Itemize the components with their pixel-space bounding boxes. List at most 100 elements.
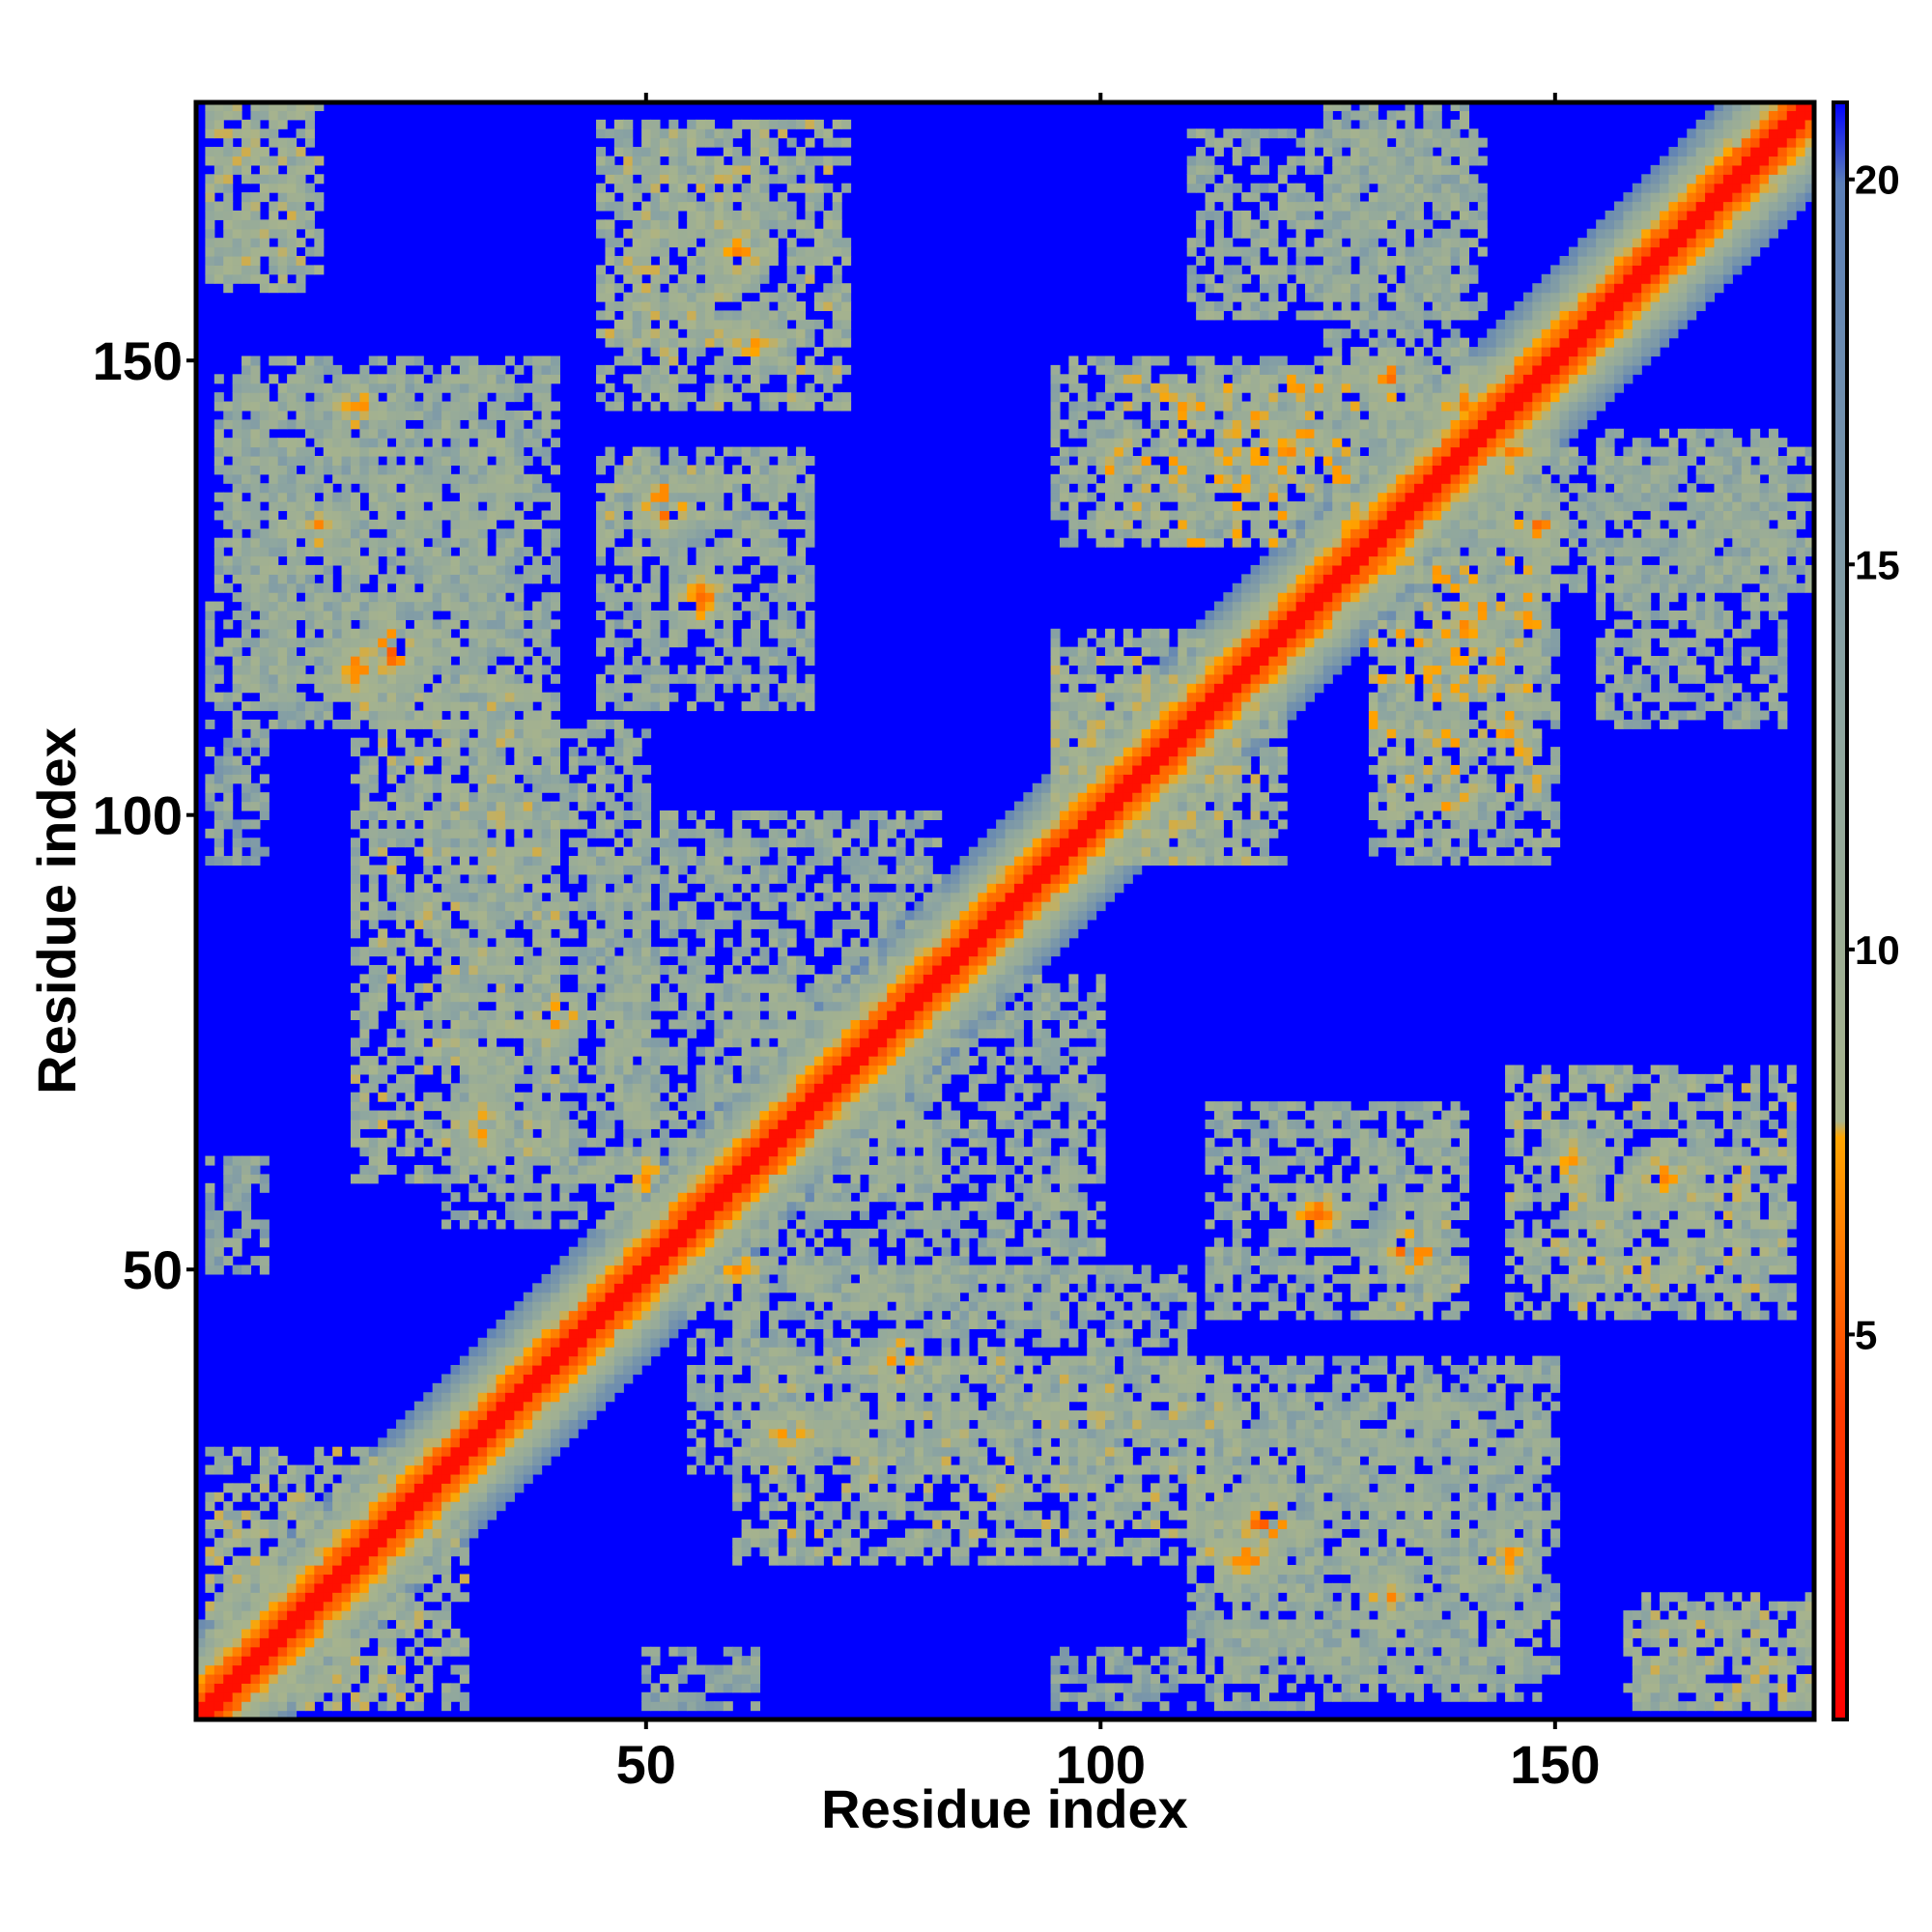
heatmap-cell: [296, 1464, 306, 1475]
heatmap-cell: [213, 210, 224, 220]
heatmap-cell: [323, 692, 333, 702]
heatmap-cell: [304, 192, 315, 203]
heatmap-cell: [423, 1010, 434, 1021]
heatmap-cell: [332, 1574, 343, 1584]
heatmap-cell: [287, 174, 298, 185]
heatmap-cell: [323, 446, 333, 457]
heatmap-cell: [423, 473, 434, 484]
heatmap-cell: [314, 383, 325, 393]
heatmap-cell: [578, 1028, 588, 1038]
heatmap-cell: [477, 1119, 488, 1129]
heatmap-cell: [223, 219, 234, 230]
heatmap-cell: [641, 692, 652, 702]
heatmap-cell: [304, 510, 315, 521]
heatmap-cell: [423, 1592, 434, 1603]
heatmap-cell: [632, 892, 642, 902]
heatmap-cell: [578, 1374, 588, 1384]
heatmap-cell: [504, 1355, 515, 1366]
heatmap-cell: [396, 1656, 407, 1666]
heatmap-cell: [677, 192, 688, 203]
heatmap-cell: [378, 1155, 388, 1166]
heatmap-cell: [223, 1464, 234, 1475]
heatmap-cell: [223, 401, 234, 412]
heatmap-cell: [477, 910, 488, 921]
heatmap-cell: [541, 1128, 552, 1139]
heatmap-cell: [496, 1182, 506, 1193]
heatmap-cell: [659, 192, 669, 203]
heatmap-cell: [641, 782, 652, 793]
heatmap-cell: [350, 1637, 360, 1648]
heatmap-cell: [632, 901, 642, 912]
heatmap-cell: [559, 947, 570, 957]
heatmap-cell: [432, 1128, 442, 1139]
heatmap-cell: [250, 638, 261, 648]
heatmap-cell: [523, 737, 533, 748]
heatmap-cell: [568, 1319, 579, 1329]
heatmap-cell: [496, 919, 506, 929]
heatmap-cell: [323, 1664, 333, 1675]
heatmap-cell: [396, 1664, 407, 1675]
heatmap-cell: [613, 1347, 624, 1357]
heatmap-cell: [596, 574, 607, 584]
heatmap-cell: [469, 510, 479, 521]
heatmap-cell: [259, 1601, 270, 1611]
heatmap-cell: [223, 701, 234, 712]
heatmap-cell: [359, 1528, 370, 1539]
heatmap-cell: [277, 246, 288, 257]
heatmap-cell: [659, 964, 669, 975]
heatmap-cell: [223, 273, 234, 284]
heatmap-cell: [605, 865, 615, 875]
heatmap-cell: [341, 610, 352, 620]
heatmap-cell: [368, 1147, 379, 1157]
heatmap-cell: [232, 1555, 242, 1566]
heatmap-cell: [259, 1219, 270, 1230]
heatmap-cell: [650, 1046, 661, 1057]
heatmap-cell: [277, 628, 288, 639]
heatmap-cell: [504, 492, 515, 502]
heatmap-cell: [559, 1174, 570, 1184]
heatmap-cell: [205, 147, 215, 157]
heatmap-cell: [314, 564, 325, 575]
heatmap-cell: [459, 446, 469, 457]
heatmap-cell: [696, 974, 706, 984]
heatmap-cell: [332, 383, 343, 393]
heatmap-cell: [405, 1501, 415, 1512]
heatmap-cell: [296, 283, 306, 294]
heatmap-cell: [423, 910, 434, 921]
heatmap-cell: [441, 974, 452, 984]
heatmap-cell: [687, 673, 697, 684]
heatmap-cell: [605, 1110, 615, 1121]
heatmap-cell: [432, 1410, 442, 1421]
heatmap-cell: [677, 301, 688, 312]
heatmap-cell: [277, 192, 288, 203]
heatmap-cell: [304, 528, 315, 539]
heatmap-cell: [550, 883, 560, 894]
heatmap-cell: [687, 1646, 697, 1657]
heatmap-cell: [368, 692, 379, 702]
heatmap-cell: [368, 438, 379, 448]
heatmap-cell: [641, 246, 652, 257]
heatmap-cell: [386, 764, 397, 775]
heatmap-cell: [304, 710, 315, 721]
heatmap-cell: [277, 592, 288, 603]
heatmap-cell: [277, 1547, 288, 1557]
heatmap-cell: [523, 1037, 533, 1048]
heatmap-cell: [504, 792, 515, 803]
heatmap-cell: [450, 592, 461, 603]
heatmap-cell: [242, 219, 252, 230]
heatmap-cell: [413, 755, 424, 766]
heatmap-cell: [323, 1537, 333, 1548]
heatmap-cell: [613, 119, 624, 129]
heatmap-cell: [487, 673, 497, 684]
heatmap-cell: [359, 574, 370, 584]
heatmap-cell: [659, 1056, 669, 1066]
heatmap-cell: [432, 919, 442, 929]
heatmap-cell: [659, 1046, 669, 1057]
heatmap-cell: [613, 1228, 624, 1238]
heatmap-cell: [532, 1201, 543, 1211]
heatmap-cell: [550, 510, 560, 521]
heatmap-cell: [332, 1701, 343, 1712]
heatmap-cell: [504, 1083, 515, 1094]
heatmap-cell: [405, 1547, 415, 1557]
heatmap-cell: [350, 856, 360, 867]
